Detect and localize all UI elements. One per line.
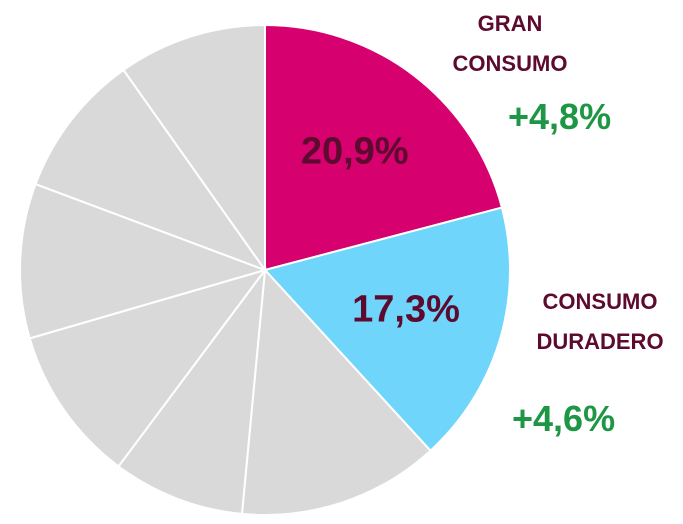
pie-slice — [240, 267, 432, 516]
category-label: GRAN CONSUMO — [452, 11, 568, 76]
pie-slice — [264, 23, 504, 272]
pie-slice — [28, 268, 268, 468]
pie-slice — [19, 182, 269, 340]
pie-slice — [122, 23, 266, 274]
category-label: CONSUMO DURADERO — [536, 289, 664, 354]
pie-slice — [34, 68, 268, 273]
annotation: +4,6% — [512, 398, 616, 439]
pie-slice — [263, 206, 511, 453]
annotation: +4,8% — [508, 96, 612, 137]
value-label: 20,9% — [301, 131, 409, 173]
pie-slice — [117, 266, 267, 516]
value-label: 17,3% — [352, 288, 460, 330]
